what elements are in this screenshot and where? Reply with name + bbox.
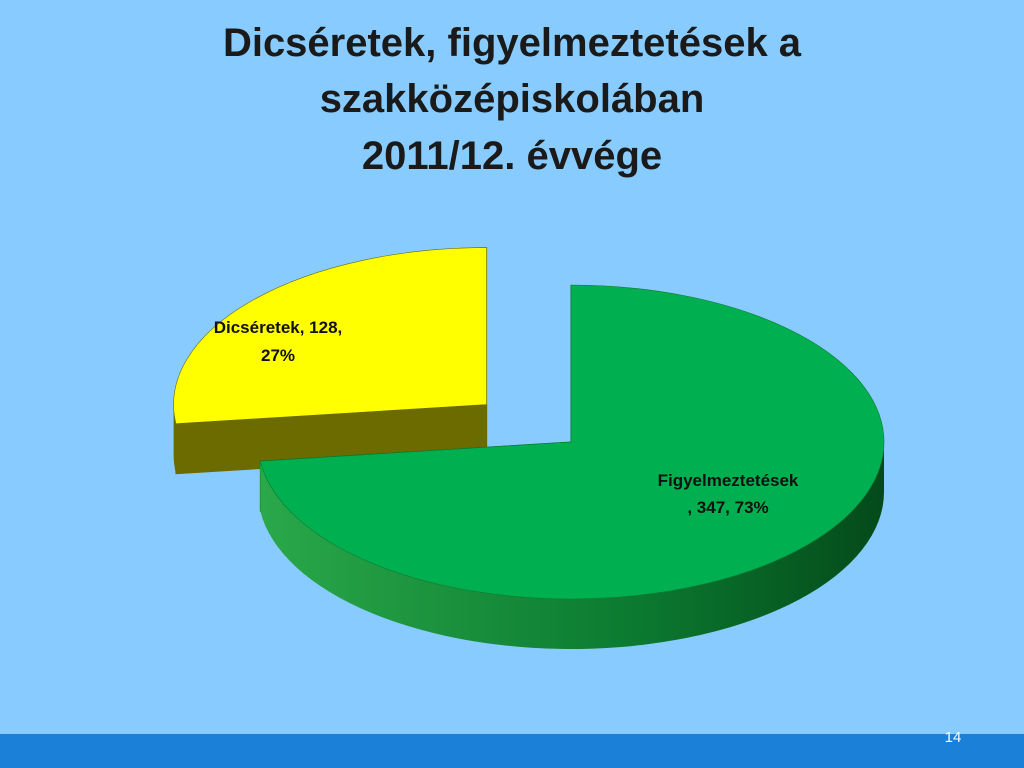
slice — [259, 284, 885, 600]
title-line: Dicséretek, figyelmeztetések a — [223, 21, 802, 65]
data-label: Dicséretek, 128, — [214, 318, 343, 337]
slice — [173, 247, 487, 425]
footer-bar — [0, 734, 1024, 768]
data-label: , 347, 73% — [687, 498, 768, 517]
title-line: 2011/12. évvége — [362, 134, 662, 178]
title-line: szakközépiskolában — [320, 77, 705, 121]
slice-side — [260, 442, 884, 650]
page-number: 14 — [945, 729, 962, 746]
pie — [173, 247, 885, 650]
data-label: 27% — [261, 346, 295, 365]
data-label: Figyelmeztetések — [658, 471, 799, 490]
